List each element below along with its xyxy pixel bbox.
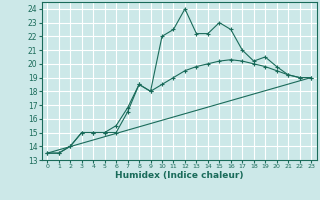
X-axis label: Humidex (Indice chaleur): Humidex (Indice chaleur): [115, 171, 244, 180]
